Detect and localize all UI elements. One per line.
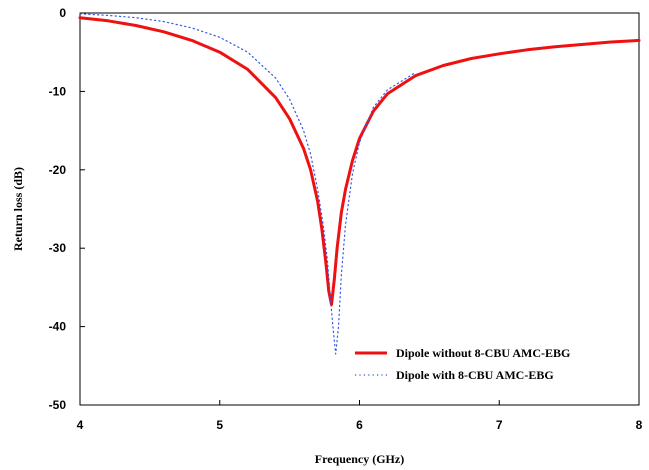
- x-tick-label: 8: [636, 418, 643, 432]
- series-line-without-amc-ebg: [78, 16, 641, 307]
- y-tick-label: 0: [59, 6, 66, 20]
- x-tick-label: 6: [356, 418, 363, 432]
- legend-label: Dipole without 8-CBU AMC-EBG: [396, 346, 570, 360]
- series-layer: [78, 13, 641, 355]
- x-tick-label: 7: [496, 418, 503, 432]
- y-tick-label: -40: [49, 320, 67, 334]
- x-tick-label: 5: [216, 418, 223, 432]
- y-axis-ticks: 0 -10 -20 -30 -40 -50: [49, 6, 85, 412]
- y-tick-label: -10: [49, 84, 67, 98]
- legend: Dipole without 8-CBU AMC-EBG Dipole with …: [355, 346, 570, 382]
- y-axis-title: Return loss (dB): [11, 167, 25, 251]
- series-line-with-amc-ebg: [79, 13, 416, 355]
- legend-label: Dipole with 8-CBU AMC-EBG: [396, 368, 554, 382]
- x-tick-label: 4: [77, 418, 84, 432]
- y-tick-label: -20: [49, 163, 67, 177]
- y-tick-label: -30: [49, 241, 67, 255]
- x-axis-title: Frequency (GHz): [315, 452, 404, 466]
- y-tick-label: -50: [49, 398, 67, 412]
- x-axis-ticks: 4 5 6 7 8: [77, 400, 643, 432]
